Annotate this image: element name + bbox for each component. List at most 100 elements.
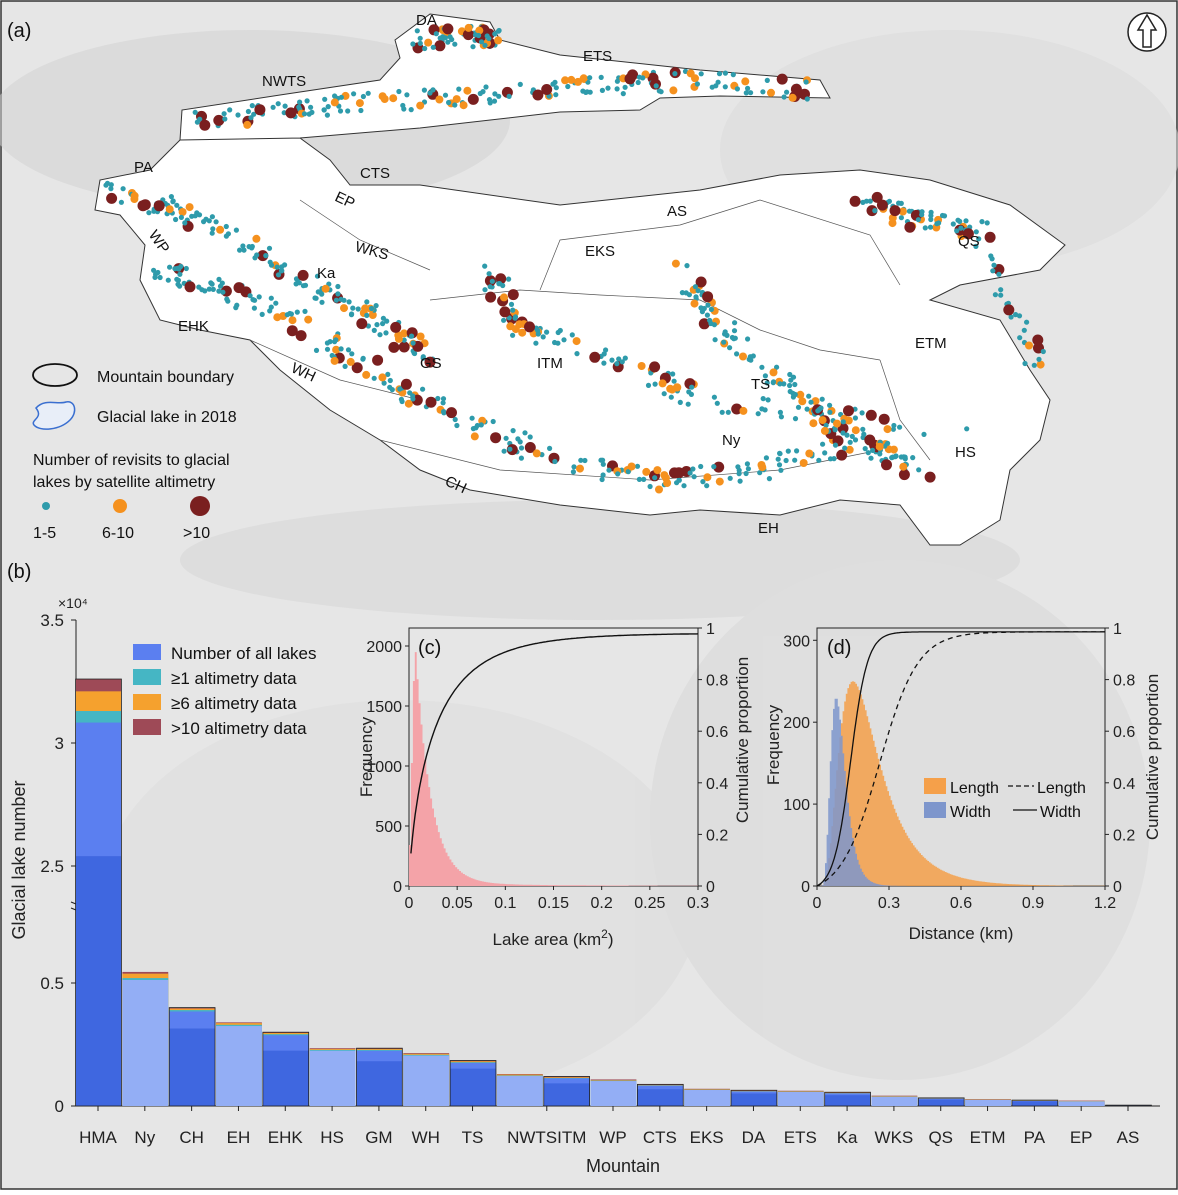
lake-point [519,445,524,450]
lake-point [252,306,257,311]
lake-point [372,376,377,381]
lake-point [672,260,680,268]
lake-point [822,450,827,455]
lake-point [808,400,813,405]
lake-point [296,330,307,341]
lake-point [203,217,208,222]
x-tick-label: Ka [837,1128,858,1147]
lake-point [580,74,588,82]
lake-point [174,277,179,282]
region-label: EKS [585,243,615,260]
lake-point [426,397,437,408]
lake-point [541,334,546,339]
lake-point [410,393,415,398]
lake-point [723,329,728,334]
lake-point [1024,320,1029,325]
lake-point [349,351,354,356]
lake-point [471,432,479,440]
lake-point [936,220,941,225]
lake-point [297,280,302,285]
lake-point [130,195,138,203]
lake-point [732,328,737,333]
lake-point [684,263,689,268]
lake-point [561,337,566,342]
x-tick-label: 0.05 [442,895,473,912]
bar-segment-all-lakes [684,1090,730,1106]
lake-point [879,414,890,425]
panel-label-a: (a) [7,20,31,42]
lake-point [841,419,846,424]
lake-point [687,292,692,297]
lake-point [571,464,576,469]
lake-point [821,427,829,435]
lake-point [420,387,425,392]
y2-tick-label: 0.6 [1113,724,1135,741]
lake-point [372,355,383,366]
lake-point [356,306,361,311]
revisit-class-label: 1-5 [33,525,56,542]
lake-point [322,285,330,293]
y-tick-label: 500 [375,819,402,836]
bar-segment-all-lakes [778,1092,824,1106]
lake-point [731,336,736,341]
lake-point [441,396,446,401]
bar-segment-all-lakes [591,1081,637,1106]
lake-point [791,84,802,95]
lake-point [424,39,432,47]
lake-point [776,457,781,462]
lake-point [711,464,716,469]
lake-point [709,307,714,312]
y-tick-label: 0 [55,1097,64,1116]
lake-point [177,272,182,277]
lake-point [603,347,608,352]
lake-point [470,44,475,49]
region-label: QS [958,233,980,250]
lake-point [777,451,782,456]
lake-point [993,292,998,297]
lake-point [297,100,302,105]
lake-point [739,407,747,415]
lake-point [996,272,1001,277]
lake-point [435,96,443,104]
lake-point [884,425,892,433]
lake-point [957,219,962,224]
lake-point [789,94,797,102]
y-tick-label: 0 [393,879,402,896]
x-tick-label: CH [179,1128,204,1147]
lake-point [199,120,210,131]
lake-point [916,217,921,222]
lake-point [779,414,784,419]
lake-point [578,458,583,463]
lake-point [704,483,709,488]
lake-point [490,279,495,284]
lake-point [571,469,576,474]
legend-lake-label: Glacial lake in 2018 [97,409,237,426]
lake-point [576,465,584,473]
bar-segment-base [731,1093,777,1106]
x-tick-label: 0.15 [538,895,569,912]
lake-point [609,358,614,363]
x-tick-label: 0 [813,895,822,912]
lake-point [635,464,640,469]
x-tick-label: 0 [405,895,414,912]
lake-point [369,306,374,311]
lake-point [928,217,933,222]
lake-point [868,456,873,461]
lake-point [589,352,600,363]
lake-point [998,293,1003,298]
lake-point [928,225,933,230]
lake-point [456,87,461,92]
lake-point [347,358,355,366]
lake-point [541,84,552,95]
bar-segment-all-lakes [122,980,168,1106]
lake-point [389,94,397,102]
lake-point [106,193,117,204]
y2-tick-label: 0.2 [1113,827,1135,844]
lake-point [692,474,697,479]
lake-point [465,24,473,32]
x-tick-label: TS [462,1128,484,1147]
lake-point [289,316,297,324]
lake-point [680,290,685,295]
lake-point [646,383,651,388]
